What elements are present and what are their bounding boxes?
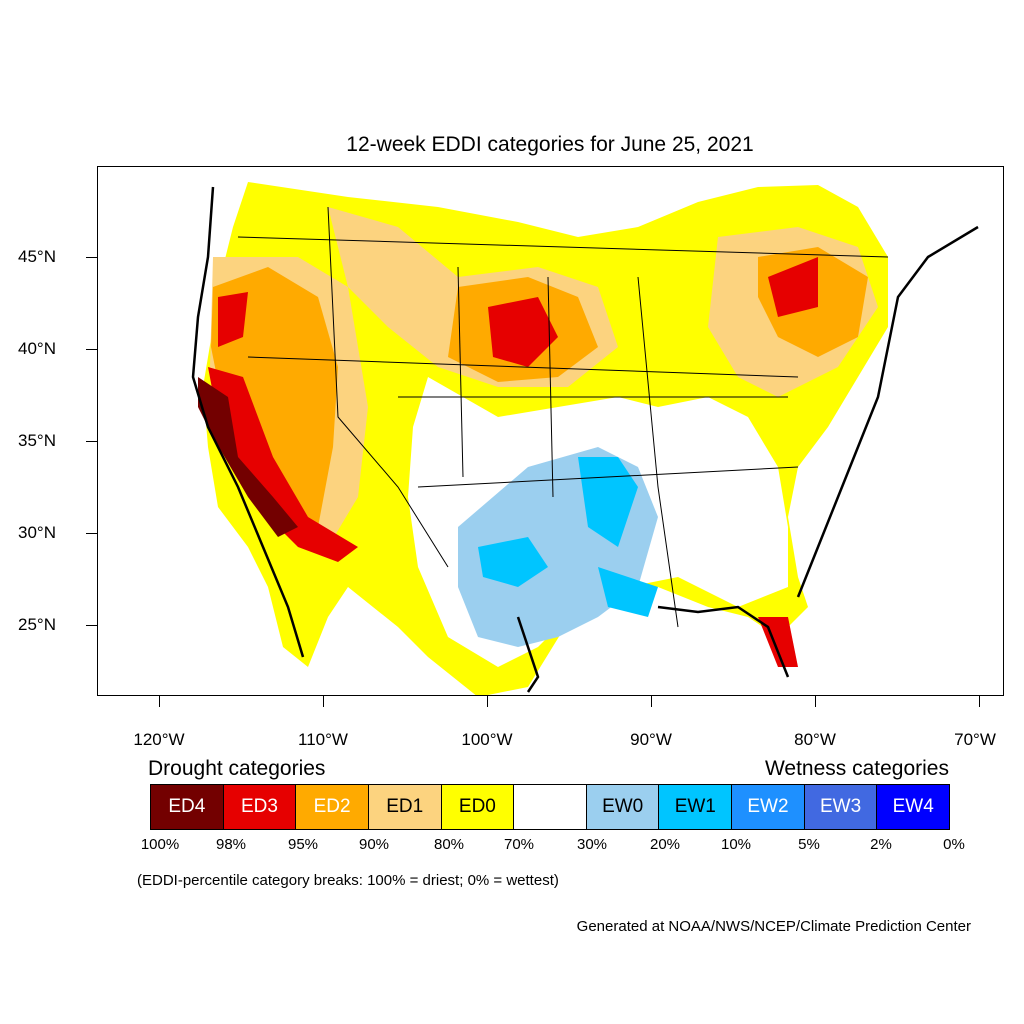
legend-box-ed0: ED0 — [441, 785, 515, 829]
lat-tick — [86, 349, 97, 350]
ew1-east — [578, 457, 638, 547]
ed4-california — [198, 377, 298, 537]
legend-box-ew1: EW1 — [659, 785, 733, 829]
legend-label: ED1 — [386, 796, 424, 817]
legend-label: EW1 — [674, 796, 716, 817]
ed3-west — [208, 367, 358, 562]
legend-label: ED2 — [313, 796, 351, 817]
break-label: 90% — [358, 836, 390, 853]
legend-box-ew4: EW4 — [877, 785, 950, 829]
lon-tick — [815, 696, 816, 707]
break-label: 0% — [943, 836, 965, 853]
legend-box-ed1: ED1 — [368, 785, 442, 829]
lat-tick — [86, 257, 97, 258]
legend-box-ew3: EW3 — [804, 785, 878, 829]
legend-label: ED4 — [168, 796, 206, 817]
lon-label-70: 70°W — [954, 730, 996, 749]
ew1-south — [478, 537, 548, 587]
lat-tick — [86, 625, 97, 626]
break-label: 80% — [433, 836, 465, 853]
legend-label: EW4 — [892, 796, 934, 817]
legend-box-ed3: ED3 — [223, 785, 297, 829]
lon-label-120: 120°W — [133, 730, 185, 749]
break-label: 10% — [720, 836, 752, 853]
lat-tick — [86, 533, 97, 534]
lat-tick — [86, 441, 97, 442]
ed3-oregon — [218, 292, 248, 347]
lon-tick — [323, 696, 324, 707]
lon-label-80: 80°W — [794, 730, 836, 749]
legend-box-ed4: ED4 — [151, 785, 224, 829]
lat-label-25: 25°N — [18, 615, 56, 634]
drought-heading: Drought categories — [148, 757, 326, 780]
legend-box-ew0: EW0 — [586, 785, 660, 829]
lon-label-110: 110°W — [298, 730, 348, 749]
lon-tick — [159, 696, 160, 707]
break-label: 95% — [287, 836, 319, 853]
category-note: (EDDI-percentile category breaks: 100% =… — [137, 872, 559, 889]
coastline — [191, 186, 979, 693]
lat-label-40: 40°N — [18, 339, 56, 358]
break-label: 98% — [215, 836, 247, 853]
legend-box-ew2: EW2 — [732, 785, 805, 829]
legend-label: EW0 — [602, 796, 644, 817]
ed3-ne — [768, 257, 818, 317]
map-canvas — [191, 182, 979, 695]
break-label: 5% — [798, 836, 820, 853]
legend-box-ed2: ED2 — [296, 785, 369, 829]
break-label: 2% — [870, 836, 892, 853]
legend-label: EW2 — [747, 796, 789, 817]
ew1-gulf — [598, 567, 658, 617]
lon-tick — [651, 696, 652, 707]
credit-line: Generated at NOAA/NWS/NCEP/Climate Predi… — [576, 918, 971, 935]
lon-tick — [487, 696, 488, 707]
legend-label: EW3 — [819, 796, 862, 817]
eddi-map — [97, 166, 1004, 696]
map-title: 12-week EDDI categories for June 25, 202… — [346, 133, 754, 156]
lat-label-35: 35°N — [18, 431, 56, 450]
break-label: 30% — [576, 836, 608, 853]
legend-label: ED3 — [240, 796, 278, 817]
ed3-dakotas — [488, 297, 558, 367]
category-legend: ED4 ED3 ED2 ED1 ED0 EW0 EW1 EW2 EW3 EW4 — [150, 784, 950, 830]
break-label: 70% — [503, 836, 535, 853]
boundary-lines — [237, 206, 889, 628]
lon-label-90: 90°W — [630, 730, 672, 749]
lon-tick — [979, 696, 980, 707]
wetness-heading: Wetness categories — [764, 757, 949, 780]
break-label: 20% — [649, 836, 681, 853]
break-label: 100% — [140, 836, 180, 853]
legend-box-normal — [514, 785, 587, 829]
lat-label-30: 30°N — [18, 523, 56, 542]
lat-label-45: 45°N — [18, 247, 56, 266]
legend-label: ED0 — [458, 796, 496, 817]
lon-label-100: 100°W — [461, 730, 513, 749]
